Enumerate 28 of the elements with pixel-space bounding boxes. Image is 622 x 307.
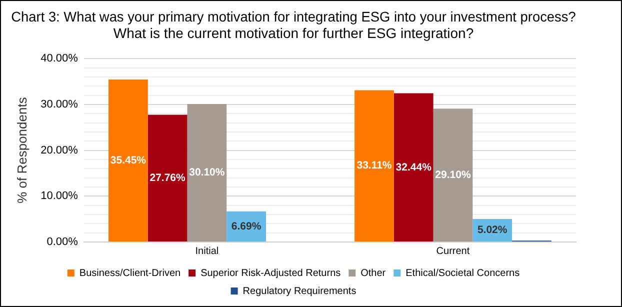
data-label: 29.10% (435, 168, 472, 181)
data-label: 6.69% (231, 220, 262, 232)
y-tick-label: 40.00% (40, 52, 78, 65)
bar (148, 114, 188, 242)
legend-label: Business/Client-Driven (79, 268, 181, 279)
data-label: 33.11% (356, 160, 392, 172)
legend-label: Superior Risk-Adjusted Returns (200, 268, 341, 279)
x-tick-label: Initial (195, 246, 219, 257)
data-label: 32.44% (396, 161, 432, 174)
legend-label: Ethical/Societal Concerns (406, 268, 520, 279)
chart-title: Chart 3: What was your primary motivation for integrating ESG into your investment process? What is the current motivation for further ESG integration? (11, 8, 576, 42)
data-label: 35.45% (110, 154, 147, 166)
bar (394, 93, 434, 242)
y-tick-label: 0.00% (46, 236, 78, 248)
data-label: 5.02% (477, 224, 508, 236)
y-tick-label: 20.00% (40, 144, 78, 156)
bar (433, 108, 473, 242)
bar (187, 104, 227, 242)
bar (354, 90, 394, 242)
legend-label: Other (360, 268, 386, 279)
bar (108, 79, 148, 242)
data-label: 27.76% (150, 172, 186, 184)
legend-label: Regulatory Requirements (242, 286, 356, 297)
y-axis-title: % of Respondents (14, 96, 30, 204)
x-tick-label: Current (436, 246, 470, 257)
data-label: 30.10% (189, 166, 226, 179)
y-tick-label: 10.00% (40, 190, 78, 202)
y-tick-label: 30.00% (40, 98, 78, 110)
